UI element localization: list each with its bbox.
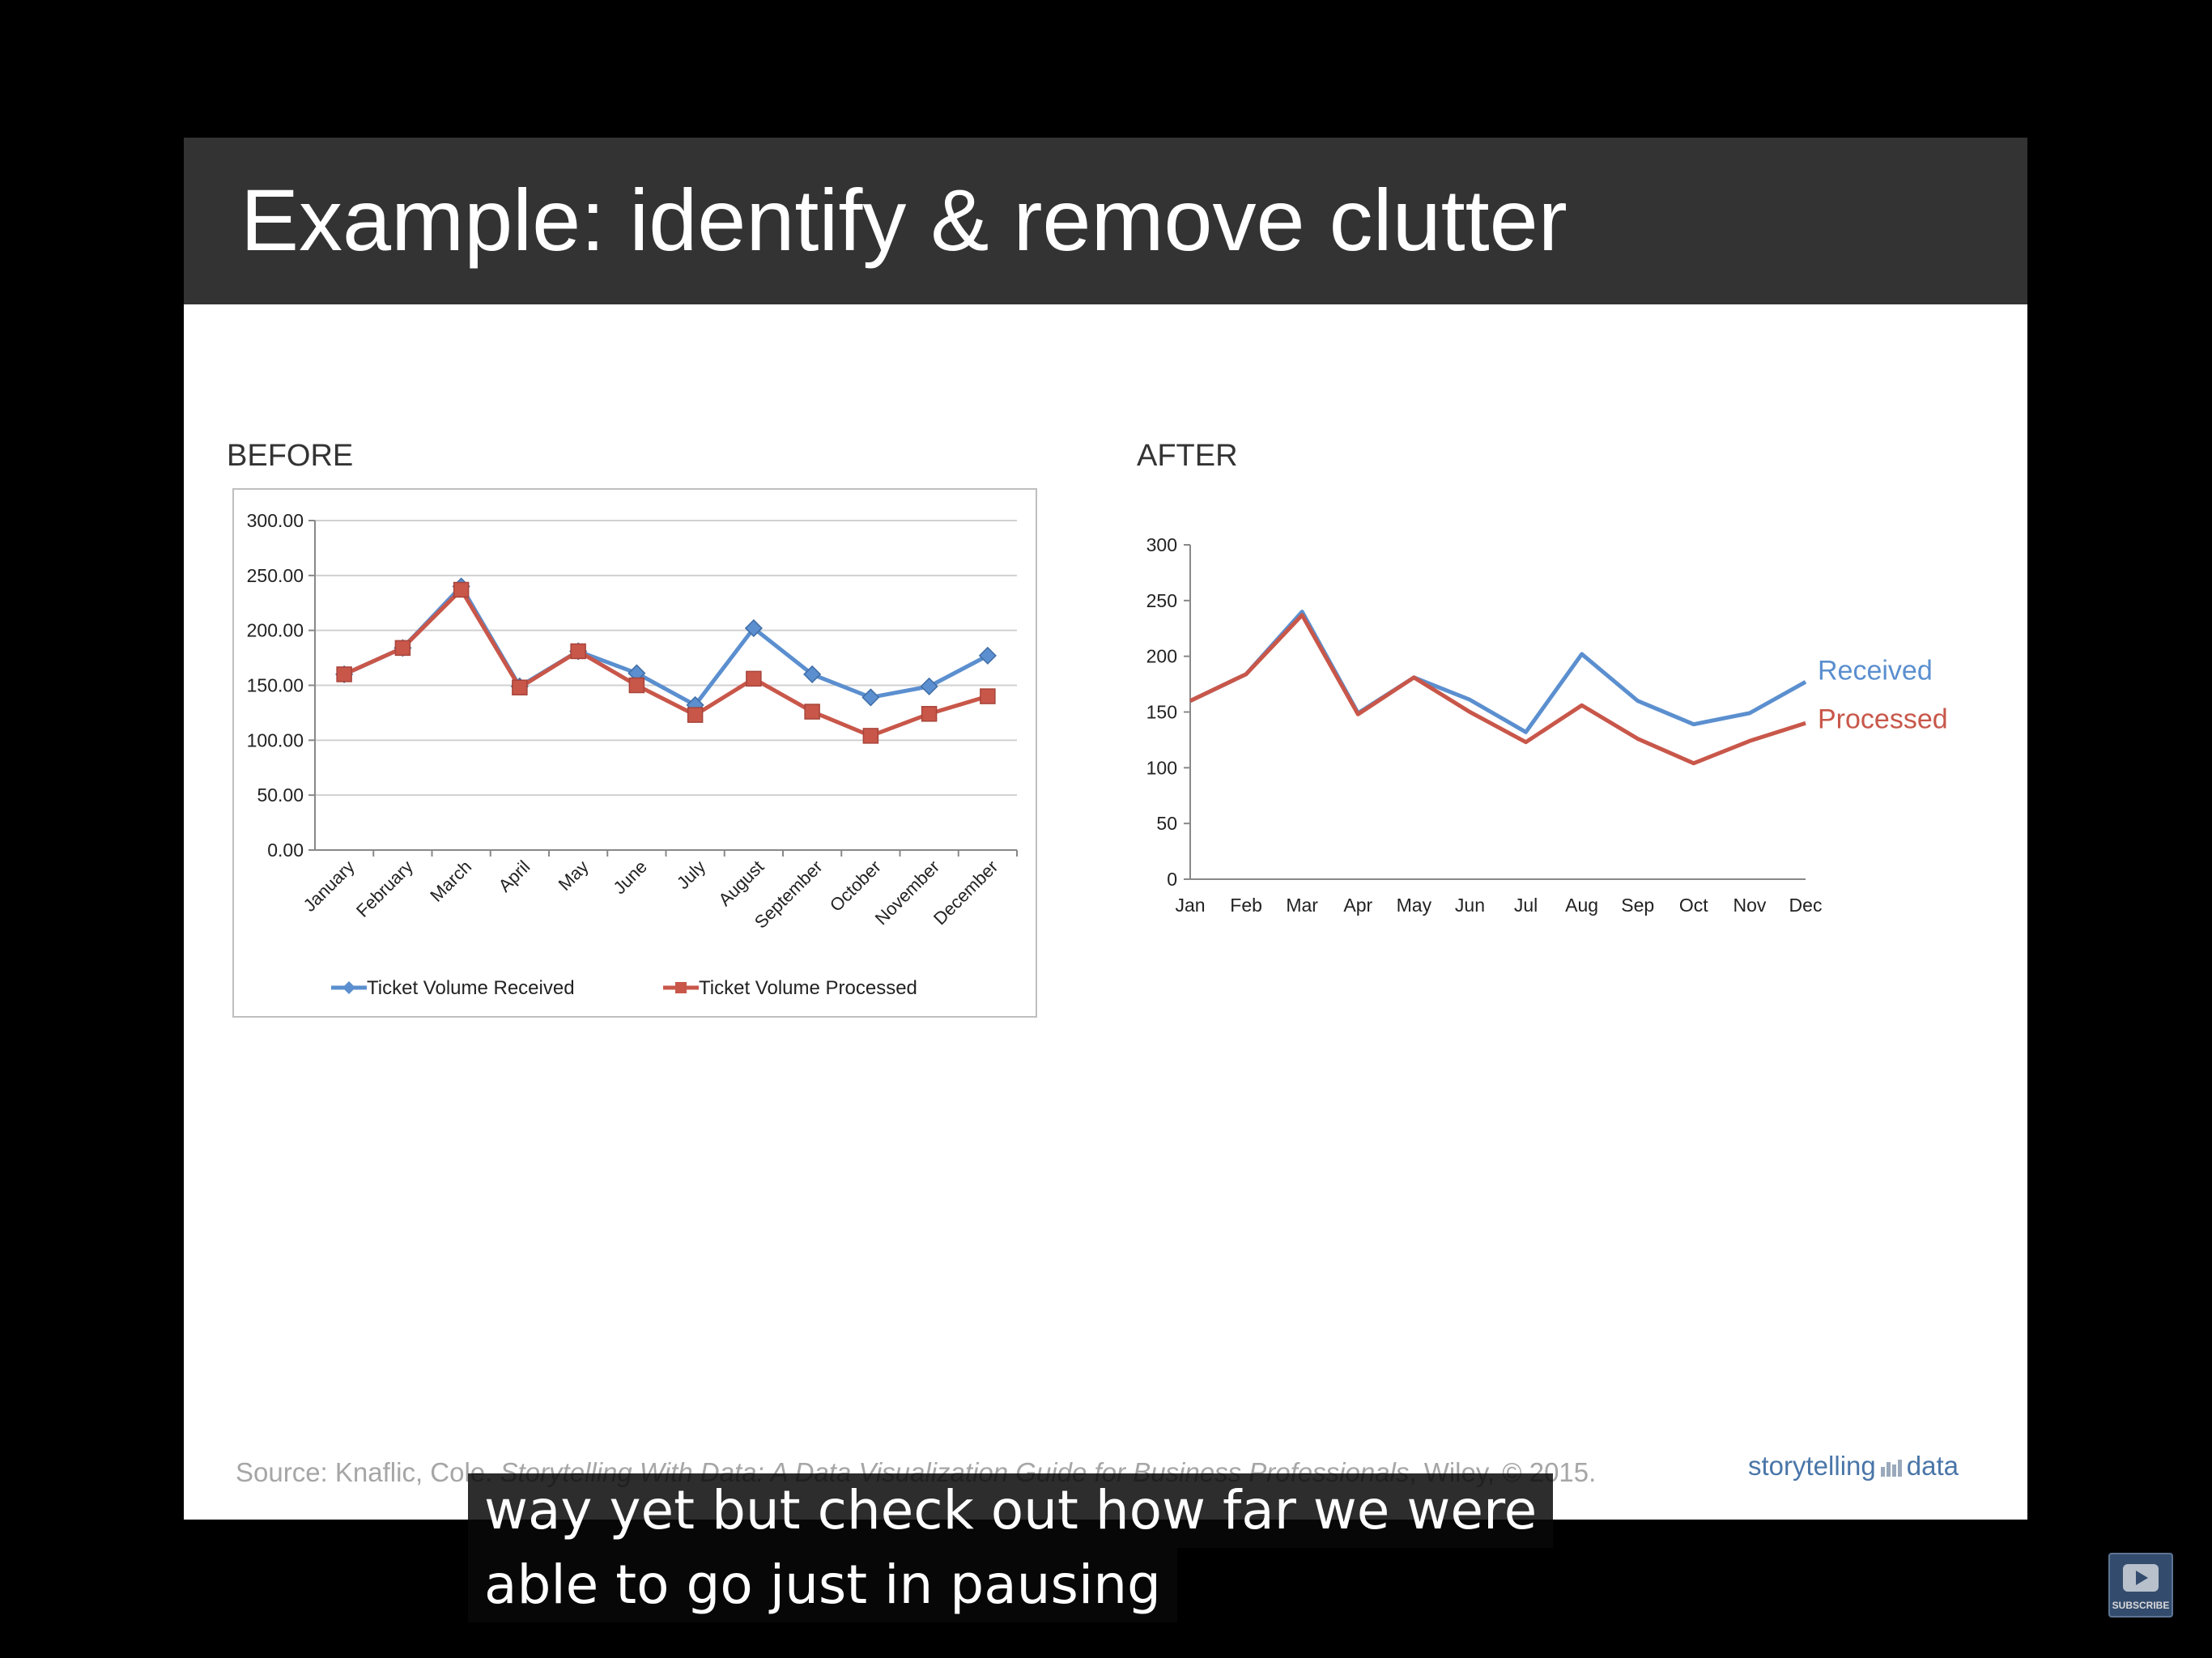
legend-marker: [675, 982, 687, 993]
y-tick-label: 100.00: [247, 729, 304, 750]
data-point: [980, 688, 996, 704]
x-tick-label: Nov: [1733, 895, 1766, 916]
data-point: [746, 670, 762, 687]
data-point: [803, 665, 822, 683]
source-prefix: Source: Knaflic, Cole.: [236, 1457, 500, 1487]
x-tick-label: February: [352, 857, 417, 921]
x-tick-label: Sep: [1621, 895, 1654, 916]
y-tick-label: 150.00: [247, 675, 304, 696]
brand-text-left: storytelling: [1748, 1451, 1876, 1481]
series-line: [1189, 613, 1806, 766]
x-tick-label: Feb: [1230, 895, 1262, 916]
x-tick-label: January: [300, 857, 359, 916]
data-point: [978, 646, 997, 665]
closed-caption: way yet but check out how far we were ab…: [468, 1473, 1554, 1622]
x-tick-label: Jun: [1455, 895, 1485, 916]
x-tick-label: October: [826, 857, 885, 916]
data-point: [336, 666, 352, 682]
series-label-received: Received: [1818, 655, 1933, 686]
data-point: [687, 707, 704, 723]
y-tick-label: 150: [1146, 702, 1177, 723]
y-tick-label: 50: [1156, 813, 1177, 834]
y-tick-label: 50.00: [257, 784, 304, 806]
y-tick-label: 0: [1167, 869, 1177, 890]
x-tick-label: April: [495, 857, 534, 896]
x-tick-label: Jan: [1175, 895, 1205, 916]
slide-title-bar: Example: identify & remove clutter: [184, 138, 2027, 304]
legend-marker: [342, 981, 355, 994]
x-tick-label: June: [609, 857, 650, 898]
series-label-processed: Processed: [1818, 704, 1948, 734]
before-heading: BEFORE: [227, 439, 354, 473]
data-point: [861, 688, 880, 707]
x-tick-label: Apr: [1343, 895, 1372, 916]
data-point: [920, 677, 938, 695]
y-tick-label: 0.00: [267, 840, 304, 861]
x-tick-label: August: [714, 857, 768, 910]
y-tick-label: 250: [1146, 590, 1177, 611]
data-point: [804, 704, 820, 720]
data-point: [744, 619, 763, 638]
bar-chart-icon: [1880, 1460, 1902, 1477]
y-tick-label: 200: [1146, 646, 1177, 667]
brand-logo: storytelling data: [1748, 1451, 1959, 1482]
x-tick-label: July: [673, 857, 709, 893]
presentation-slide: Example: identify & remove clutter BEFOR…: [184, 138, 2027, 1520]
data-point: [394, 640, 411, 657]
data-point: [453, 581, 470, 598]
x-tick-label: May: [1397, 895, 1432, 916]
data-point: [921, 706, 938, 722]
data-point: [570, 643, 586, 660]
after-heading: AFTER: [1137, 439, 1238, 473]
y-tick-label: 100: [1146, 757, 1177, 778]
before-chart: 300.00250.00200.00150.00100.0050.000.00J…: [247, 510, 1018, 999]
brand-text-right: data: [1906, 1451, 1959, 1481]
play-icon: [2123, 1564, 2159, 1592]
legend-label: Ticket Volume Received: [367, 977, 575, 999]
data-point: [512, 679, 528, 695]
series-line: [343, 587, 989, 738]
data-point: [628, 677, 645, 694]
legend-label: Ticket Volume Processed: [699, 977, 917, 999]
x-tick-label: Aug: [1565, 895, 1598, 916]
x-tick-label: December: [929, 857, 1002, 929]
x-tick-label: Mar: [1286, 895, 1318, 916]
x-tick-label: Oct: [1679, 895, 1708, 916]
y-tick-label: 200.00: [247, 620, 304, 641]
y-tick-label: 300.00: [247, 510, 304, 531]
caption-line-2: able to go just in pausing: [468, 1548, 1177, 1622]
before-chart-frame: 300.00 250.00 200.00 150.00 100.00 50.00 0.00 J…: [232, 488, 1037, 1018]
caption-line-1: way yet but check out how far we were: [468, 1473, 1554, 1548]
data-point: [862, 728, 879, 744]
subscribe-button[interactable]: SUBSCRIBE: [2108, 1553, 2173, 1618]
y-tick-label: 250.00: [247, 565, 304, 586]
after-chart: 300 250 200 150 100 50 0 Jan Feb Mar Apr May Jun Jul A…: [1146, 534, 1948, 916]
y-tick-label: 300: [1146, 534, 1177, 555]
slide-title: Example: identify & remove clutter: [240, 171, 1568, 269]
subscribe-label: SUBSCRIBE: [2112, 1600, 2170, 1611]
x-tick-label: Dec: [1789, 895, 1823, 916]
series-line: [1189, 610, 1807, 734]
series-line: [343, 584, 989, 708]
x-tick-label: March: [426, 857, 475, 906]
x-tick-label: Jul: [1514, 895, 1538, 916]
x-tick-label: May: [555, 857, 593, 895]
